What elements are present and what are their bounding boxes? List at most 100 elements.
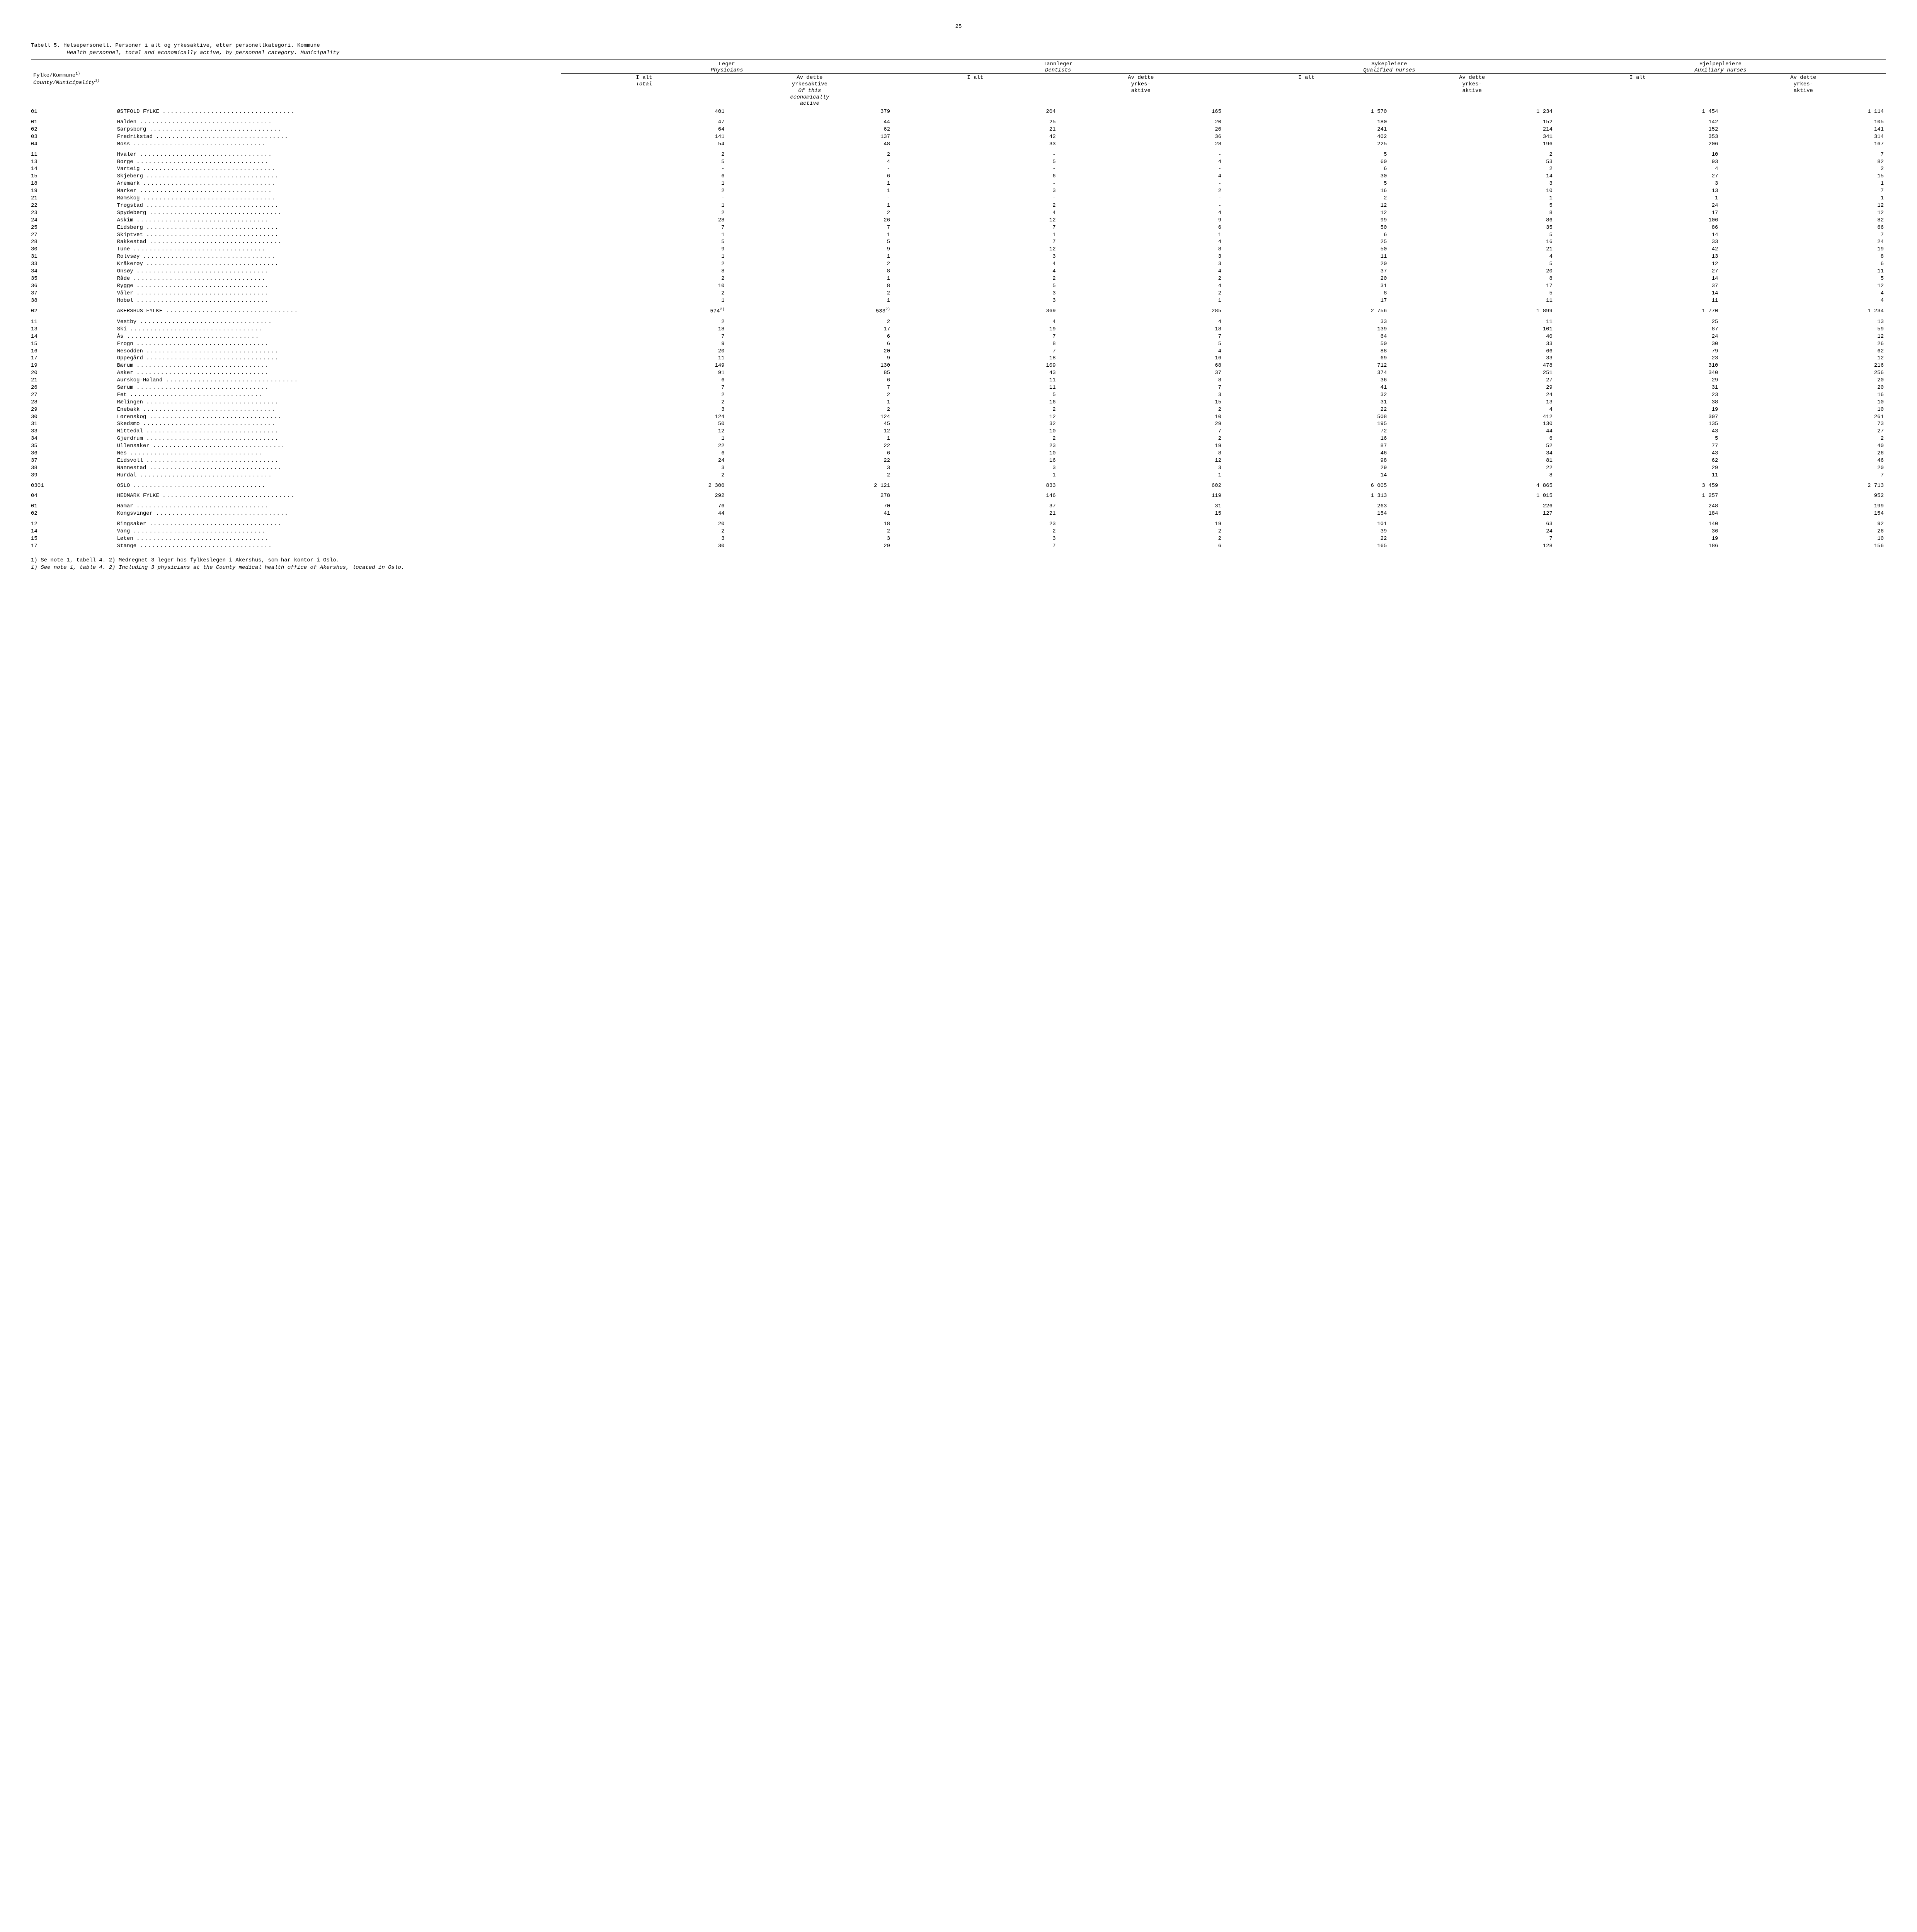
row-value: 1 (1555, 195, 1720, 202)
row-value: 87 (1555, 326, 1720, 333)
row-value: 70 (727, 503, 892, 510)
row-value: 184 (1555, 510, 1720, 517)
row-value: 19 (892, 326, 1058, 333)
row-value: 20 (1224, 260, 1389, 268)
sub-total-2: I alt (892, 74, 1058, 108)
row-value: 165 (1058, 108, 1224, 116)
row-value: 2 (1720, 165, 1886, 173)
row-value: 20 (561, 520, 727, 528)
row-code: 02 (31, 510, 115, 517)
row-value: 17 (1224, 297, 1389, 304)
row-value: 14 (1555, 231, 1720, 239)
table-row: 28Rakkestad 557425163324 (31, 238, 1886, 246)
sub-total-en: Total (636, 81, 652, 87)
row-value: 6 (1720, 260, 1886, 268)
row-value: 2 (727, 260, 892, 268)
table-row: 12Ringsaker 201823191016314092 (31, 520, 1886, 528)
county-label-en-sup: 1) (95, 79, 100, 83)
row-value: 7 (561, 384, 727, 391)
table-row: 13Borge 545460539382 (31, 158, 1886, 166)
row-value: 79 (1555, 348, 1720, 355)
row-code: 11 (31, 151, 115, 158)
row-value: 28 (1058, 141, 1224, 148)
table-row: 02Kongsvinger 44412115154127184154 (31, 510, 1886, 517)
row-value: 24 (1389, 391, 1554, 399)
row-value: 11 (1720, 268, 1886, 275)
row-value: - (892, 195, 1058, 202)
sub-active-1: Av dette yrkesaktive Of this economicall… (727, 74, 892, 108)
row-value: 29 (1224, 464, 1389, 472)
table-row: 14Ås 767764402412 (31, 333, 1886, 340)
row-name: Rælingen (115, 399, 561, 406)
row-value: 135 (1555, 420, 1720, 428)
row-value: 66 (1720, 224, 1886, 231)
row-value: 12 (1720, 282, 1886, 290)
row-value: 7 (727, 224, 892, 231)
row-name: Spydeberg (115, 209, 561, 217)
row-value: 16 (1389, 238, 1554, 246)
row-value: 4 865 (1389, 482, 1554, 490)
table-row: 17Stange 302976165128186156 (31, 543, 1886, 550)
row-name: Skjeberg (115, 173, 561, 180)
row-value: 12 (1058, 457, 1224, 464)
row-value: 20 (1389, 268, 1554, 275)
row-value: 241 (1224, 126, 1389, 133)
row-value: 6 (561, 450, 727, 457)
row-value: 46 (1224, 450, 1389, 457)
row-code: 11 (31, 318, 115, 326)
row-value: 37 (1058, 369, 1224, 377)
row-value: 3 (892, 535, 1058, 543)
row-value: 379 (727, 108, 892, 116)
row-value: 5 (1389, 260, 1554, 268)
row-value: 952 (1720, 492, 1886, 500)
health-personnel-table: Fylke/Kommune1) County/Municipality1) Le… (31, 60, 1886, 550)
row-value: 4 (892, 260, 1058, 268)
row-value: 3 (892, 297, 1058, 304)
row-value: 4 (1058, 348, 1224, 355)
row-value: 44 (561, 510, 727, 517)
row-value: 5 (561, 238, 727, 246)
row-code: 34 (31, 435, 115, 442)
row-value: 3 (892, 253, 1058, 260)
row-value: 8 (1720, 253, 1886, 260)
row-value: 10 (1720, 399, 1886, 406)
row-value: 1 (561, 253, 727, 260)
row-code: 26 (31, 384, 115, 391)
table-row: 38Hobøl 11311711114 (31, 297, 1886, 304)
row-value: 204 (892, 108, 1058, 116)
row-value: 20 (1720, 384, 1886, 391)
row-code: 15 (31, 535, 115, 543)
group-physicians-en: Physicians (711, 67, 743, 73)
group-nurses-nb: Sykepleiere (1371, 61, 1407, 67)
row-value: 12 (892, 413, 1058, 421)
row-value: - (561, 195, 727, 202)
row-value: 152 (1555, 126, 1720, 133)
row-value: 127 (1389, 510, 1554, 517)
table-row: 0301OSLO 2 3002 1218336026 0054 8653 459… (31, 482, 1886, 490)
table-row (31, 479, 1886, 482)
row-name: Løten (115, 535, 561, 543)
row-value: 19 (1058, 520, 1224, 528)
row-value: 8 (727, 268, 892, 275)
row-value: 16 (1720, 391, 1886, 399)
sub-active-4: Av dette yrkes- aktive (1720, 74, 1886, 108)
row-value: 27 (1720, 428, 1886, 435)
row-code: 33 (31, 260, 115, 268)
row-value: 26 (1720, 528, 1886, 535)
row-name: Hobøl (115, 297, 561, 304)
table-row: 36Nes 6610846344326 (31, 450, 1886, 457)
row-value: 42 (892, 133, 1058, 141)
group-nurses: Sykepleiere Qualified nurses (1224, 60, 1555, 74)
row-value: 1 (561, 180, 727, 187)
row-value: 8 (1389, 472, 1554, 479)
row-value: 82 (1720, 158, 1886, 166)
row-value: 3 (561, 535, 727, 543)
row-value: 124 (727, 413, 892, 421)
row-value: 1 313 (1224, 492, 1389, 500)
row-value: 18 (561, 326, 727, 333)
row-code: 33 (31, 428, 115, 435)
row-name: Hurdal (115, 472, 561, 479)
row-name: HEDMARK FYLKE (115, 492, 561, 500)
row-value: 35 (1389, 224, 1554, 231)
row-value: 2 (727, 318, 892, 326)
